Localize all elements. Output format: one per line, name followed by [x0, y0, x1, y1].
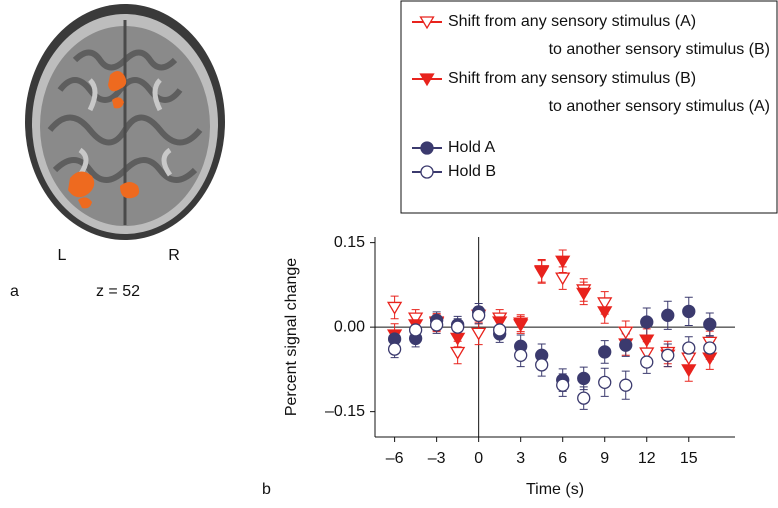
data-point [408, 323, 423, 337]
data-point [493, 323, 507, 337]
data-point [681, 352, 697, 366]
legend-label: Shift from any sensory stimulus (A) to a… [448, 13, 770, 58]
data-point [639, 334, 655, 348]
panel-label: a [10, 283, 19, 300]
data-point [618, 326, 634, 340]
legend-label: Hold A [448, 139, 495, 156]
data-point [619, 338, 633, 352]
data-point [471, 327, 487, 341]
data-point [513, 317, 529, 331]
data-point [407, 312, 424, 326]
legend-box [400, 0, 778, 214]
x-tick-label: 0 [474, 450, 483, 467]
data-point [598, 345, 612, 359]
data-point [661, 348, 675, 362]
data-point [514, 348, 528, 362]
y-axis-label: Percent signal change [283, 258, 300, 416]
x-tick-label: –3 [428, 450, 446, 467]
x-axis-label: Time (s) [526, 481, 584, 498]
right-label: R [168, 247, 180, 264]
left-label: L [58, 247, 67, 264]
data-point [450, 332, 466, 346]
data-point [472, 308, 486, 322]
legend-marker [419, 16, 435, 30]
legend-marker [420, 141, 434, 155]
data-point [702, 352, 718, 366]
panel-label: b [262, 481, 271, 498]
data-point [598, 375, 612, 390]
x-tick-label: 3 [516, 450, 525, 467]
x-tick-label: 6 [558, 450, 567, 467]
legend-marker [420, 165, 434, 179]
data-point [619, 378, 633, 392]
legend-label: Shift from any sensory stimulus (B) to a… [448, 70, 770, 115]
data-point [640, 355, 654, 369]
y-tick-label: –0.15 [325, 403, 365, 420]
data-point [429, 318, 444, 332]
data-point [555, 255, 571, 269]
data-point [681, 364, 697, 378]
legend-label: Hold B [448, 163, 496, 180]
data-point [703, 317, 717, 331]
data-point [534, 266, 550, 280]
y-tick-label: 0.00 [334, 318, 365, 335]
data-point [450, 320, 465, 334]
data-point [555, 272, 571, 286]
data-point [386, 301, 403, 315]
legend-marker [419, 73, 435, 87]
data-point [661, 308, 675, 322]
data-point [639, 347, 655, 361]
data-point [535, 358, 549, 372]
x-tick-label: 15 [680, 450, 698, 467]
data-point [492, 316, 508, 330]
data-point [703, 341, 717, 355]
data-point [682, 341, 696, 355]
data-point [597, 297, 613, 311]
data-point [387, 342, 402, 356]
slice-label: z = 52 [96, 283, 140, 300]
data-point [556, 378, 570, 392]
data-point [577, 371, 591, 386]
brain-image [25, 4, 225, 240]
data-point [577, 391, 591, 405]
y-tick-label: 0.15 [334, 234, 365, 251]
data-point [640, 315, 654, 329]
x-tick-label: 12 [638, 450, 656, 467]
x-tick-label: 9 [600, 450, 609, 467]
data-point [597, 306, 613, 320]
data-point [450, 346, 466, 360]
x-tick-label: –6 [386, 450, 404, 467]
data-point [576, 287, 592, 301]
data-point [682, 304, 696, 319]
